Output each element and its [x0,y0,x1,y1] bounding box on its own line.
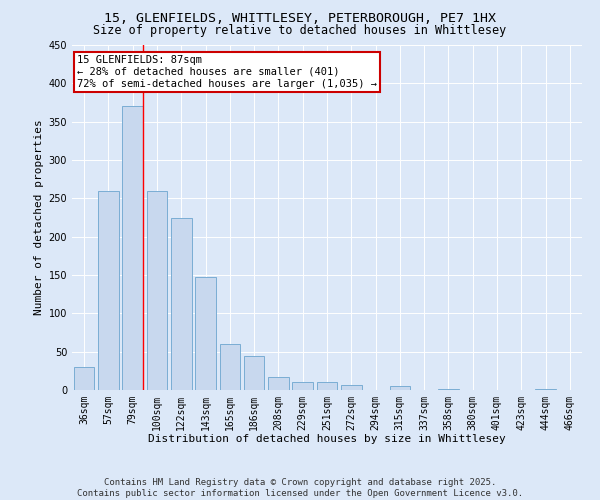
Bar [317,382,337,390]
Bar [438,389,459,390]
Bar [535,389,556,390]
Text: 15, GLENFIELDS, WHITTLESEY, PETERBOROUGH, PE7 1HX: 15, GLENFIELDS, WHITTLESEY, PETERBOROUGH… [104,12,496,26]
Bar [220,344,240,390]
Bar [195,276,216,390]
Bar [171,218,191,390]
Text: Contains HM Land Registry data © Crown copyright and database right 2025.
Contai: Contains HM Land Registry data © Crown c… [77,478,523,498]
Text: Size of property relative to detached houses in Whittlesey: Size of property relative to detached ho… [94,24,506,37]
Bar [268,377,289,390]
Bar [122,106,143,390]
Bar [98,190,119,390]
Bar [74,367,94,390]
X-axis label: Distribution of detached houses by size in Whittlesey: Distribution of detached houses by size … [148,434,506,444]
Bar [244,356,265,390]
Bar [292,382,313,390]
Y-axis label: Number of detached properties: Number of detached properties [34,120,44,316]
Bar [389,386,410,390]
Bar [341,384,362,390]
Text: 15 GLENFIELDS: 87sqm
← 28% of detached houses are smaller (401)
72% of semi-deta: 15 GLENFIELDS: 87sqm ← 28% of detached h… [77,56,377,88]
Bar [146,190,167,390]
